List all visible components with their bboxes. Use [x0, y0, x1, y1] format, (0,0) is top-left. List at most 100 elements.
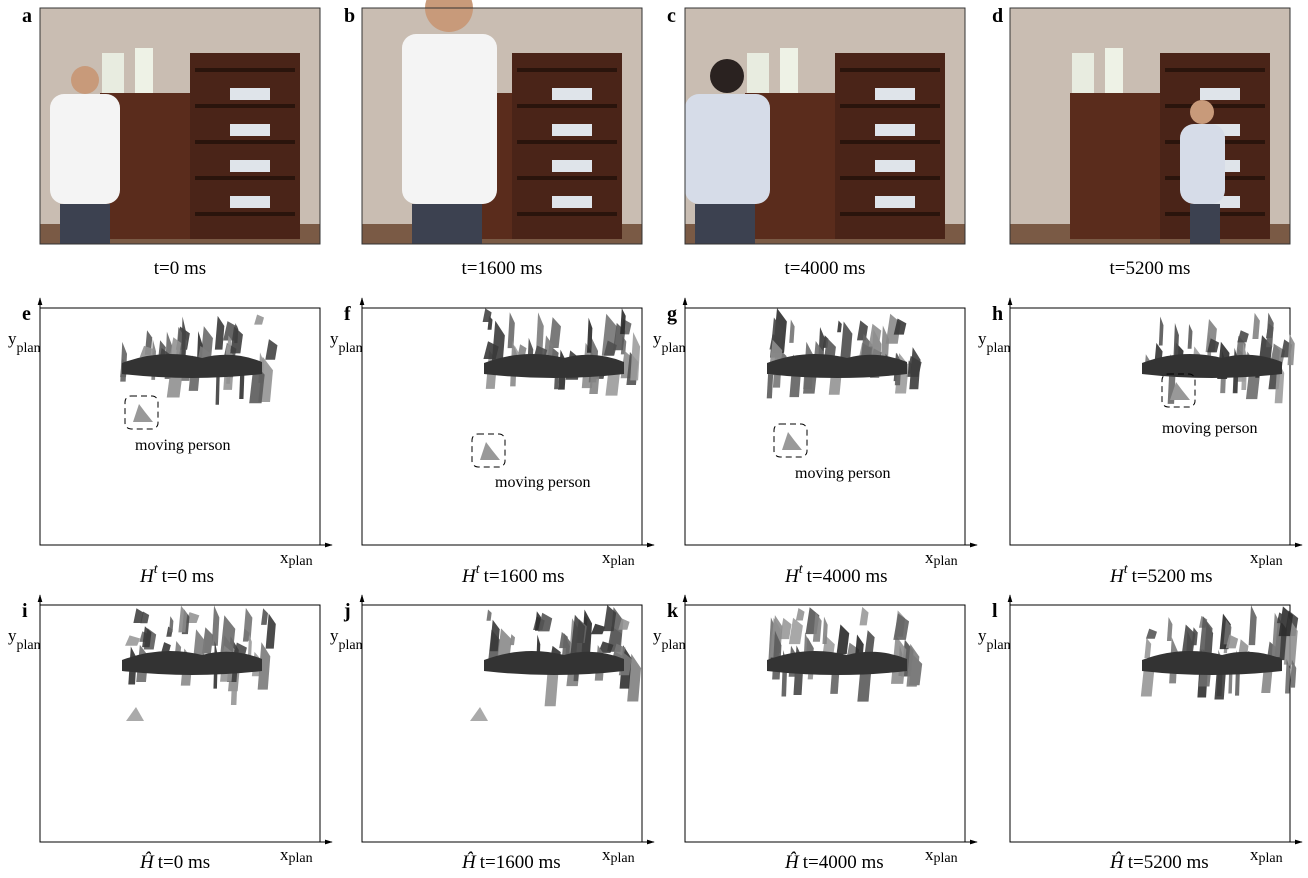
x-axis-label: xplan — [925, 548, 958, 569]
shelf — [195, 104, 295, 108]
occupancy-blob — [906, 643, 920, 687]
plan-map — [682, 297, 978, 548]
occupancy-blob — [779, 617, 792, 640]
y-axis-sub: plan — [987, 341, 1011, 356]
panel-letter: e — [22, 303, 31, 325]
annotation: moving person — [135, 437, 231, 454]
map-time: t=1600 ms — [480, 852, 561, 873]
y-axis-label: yplan — [8, 329, 41, 356]
panel-letter: j — [343, 600, 351, 622]
photo-frame — [361, 7, 643, 245]
occupancy-blob — [893, 613, 910, 640]
occupancy-blob — [909, 347, 921, 390]
occupancy-blob — [486, 609, 492, 621]
x-axis-var: x — [602, 548, 611, 567]
bookshelf — [190, 53, 300, 239]
occupancy-blob — [489, 619, 500, 652]
shelf — [195, 68, 295, 72]
panel-letter: l — [992, 600, 998, 622]
occupancy-blob — [1142, 354, 1282, 378]
x-axis-sub: plan — [934, 851, 958, 866]
person-blob — [133, 404, 153, 422]
occupancy-blob — [537, 612, 553, 632]
occupancy-blob — [549, 317, 561, 349]
occupancy-blob — [1225, 634, 1239, 649]
occupancy-blob — [839, 321, 853, 363]
plan-map — [682, 594, 978, 845]
photo-caption: t=5200 ms — [1110, 258, 1191, 279]
shelf — [517, 104, 617, 108]
occupancy-blob — [1142, 651, 1282, 675]
map-caption: Ht t=4000 ms — [784, 562, 888, 587]
occupancy-blob — [178, 605, 188, 633]
occupancy-blob — [1191, 627, 1198, 646]
map-time: t=4000 ms — [803, 852, 884, 873]
person-blob — [126, 707, 144, 721]
map-caption: Ht t=0 ms — [139, 562, 214, 587]
map-symbol: Ĥ — [1109, 851, 1125, 873]
map-symbol: H — [139, 566, 155, 587]
occupancy-blob — [767, 651, 907, 675]
occupancy-blob — [1252, 312, 1260, 340]
person-box — [124, 395, 159, 430]
occupancy-blob — [620, 308, 626, 334]
map-symbol: Ĥ — [784, 851, 800, 873]
map-symbol-sup: t — [154, 562, 159, 577]
occupancy-blob — [1248, 605, 1257, 646]
person-body — [402, 34, 497, 204]
photo — [1009, 7, 1291, 245]
occupancy-blob — [261, 608, 268, 625]
occupancy-blob — [484, 354, 624, 378]
panel-letter: a — [22, 5, 32, 27]
occupancy-blob — [265, 613, 276, 649]
bookshelf — [512, 53, 622, 239]
occupancy-blob — [507, 312, 515, 349]
box — [102, 53, 124, 93]
map-symbol: Ĥ — [139, 851, 155, 873]
box — [747, 53, 769, 93]
photo-caption: t=0 ms — [154, 258, 206, 279]
books — [875, 160, 915, 172]
books — [875, 124, 915, 136]
photo-caption: t=4000 ms — [785, 258, 866, 279]
panel-letter: h — [992, 303, 1003, 325]
shelf — [195, 140, 295, 144]
annotation: moving person — [495, 474, 591, 491]
occupancy-blob — [243, 607, 253, 641]
occupancy-blob — [868, 323, 882, 347]
occupancy-blob — [139, 345, 155, 358]
person-body — [50, 94, 120, 204]
x-axis-var: x — [280, 548, 289, 567]
occupancy-blob — [812, 611, 822, 642]
map-caption: Ht t=1600 ms — [461, 562, 565, 587]
person-box — [1161, 373, 1196, 408]
panel-letter: c — [667, 5, 676, 27]
y-axis-sub: plan — [662, 341, 686, 356]
y-axis-var: y — [330, 626, 339, 645]
occupancy-blob — [630, 332, 641, 381]
map-symbol-sup: t — [799, 562, 804, 577]
books — [552, 124, 592, 136]
shelf — [840, 104, 940, 108]
plan-map — [1007, 594, 1303, 845]
plan-map — [359, 297, 655, 548]
x-axis-var: x — [1250, 845, 1259, 864]
occupancy-blob — [181, 316, 186, 367]
shelf — [195, 176, 295, 180]
occupancy-blob — [767, 354, 907, 378]
occupancy-blob — [140, 611, 150, 624]
occupancy-blob — [598, 641, 614, 653]
panel-letter: f — [344, 303, 351, 325]
person-box — [773, 423, 808, 458]
occupancy-blob — [482, 308, 492, 322]
annotation: moving person — [795, 465, 891, 482]
x-axis-sub: plan — [611, 554, 635, 569]
plan-map — [1007, 297, 1303, 548]
x-axis-label: xplan — [1250, 845, 1283, 866]
person-head — [71, 66, 99, 94]
occupancy-blob — [211, 605, 220, 646]
y-axis-sub: plan — [17, 341, 41, 356]
occupancy-blob — [169, 616, 174, 633]
